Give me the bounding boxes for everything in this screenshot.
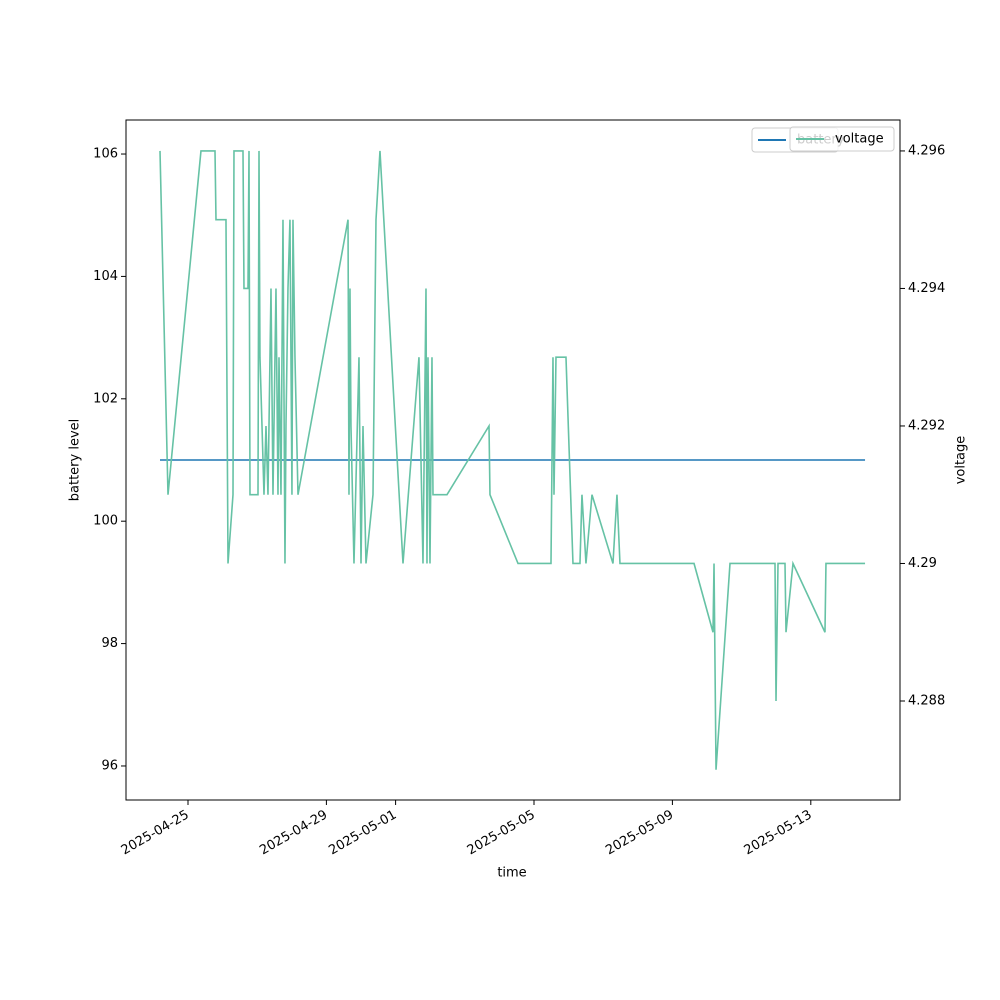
legend: voltage — [789, 126, 895, 152]
legend-label: voltage — [835, 132, 884, 147]
x-tick-label: 2025-04-25 — [119, 808, 192, 859]
y2-tick-label: 4.29 — [908, 556, 937, 571]
series-line — [159, 150, 866, 770]
y-axis-label: battery level — [68, 419, 83, 502]
x-tick-label: 2025-05-13 — [742, 808, 815, 859]
y2-tick-label: 4.292 — [908, 418, 945, 433]
legend-box — [789, 126, 895, 152]
x-tick-label: 2025-04-29 — [257, 808, 330, 859]
y-tick-label: 104 — [93, 269, 118, 284]
y2-tick-label: 4.288 — [908, 693, 945, 708]
x-axis-label: time — [497, 866, 526, 881]
y2-tick-label: 4.296 — [908, 143, 945, 158]
y-tick-label: 106 — [93, 147, 118, 162]
plot-frame — [125, 119, 901, 801]
x-tick-label: 2025-05-05 — [465, 808, 538, 859]
y-tick-label: 102 — [93, 391, 118, 406]
y-tick-label: 96 — [101, 758, 118, 773]
y2-axis-label: voltage — [954, 436, 969, 485]
y2-tick-label: 4.294 — [908, 281, 945, 296]
y-tick-label: 100 — [93, 514, 118, 529]
y-tick-label: 98 — [101, 636, 118, 651]
x-tick-label: 2025-05-09 — [603, 808, 676, 859]
x-tick-label: 2025-05-01 — [326, 808, 399, 859]
